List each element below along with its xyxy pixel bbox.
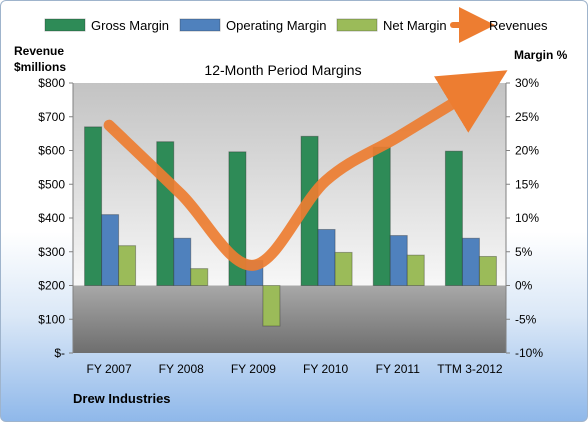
bar-gross-margin (444, 150, 463, 286)
bar-operating-margin (101, 214, 120, 286)
bar-net-margin (118, 245, 137, 287)
right-tick-label: -5% (515, 312, 537, 326)
x-tick-label: TTM 3-2012 (437, 362, 503, 376)
bar-operating-margin (173, 237, 192, 286)
chart-title: 12-Month Period Margins (204, 62, 361, 78)
x-tick-label: FY 2007 (87, 362, 132, 376)
x-tick-label: FY 2011 (376, 362, 421, 376)
right-tick-label: 15% (515, 177, 539, 191)
x-tick-label: FY 2009 (231, 362, 276, 376)
right-tick-label: 20% (515, 144, 539, 158)
right-tick-label: 25% (515, 110, 539, 124)
bar-gross-margin (84, 126, 103, 286)
negative-band (73, 285, 506, 353)
legend-swatch-net-margin (336, 18, 378, 32)
bar-net-margin (334, 251, 353, 287)
left-tick-label: $700 (38, 110, 65, 124)
right-tick-label: 5% (515, 245, 533, 259)
left-tick-label: $300 (38, 245, 65, 259)
left-tick-label: $500 (38, 177, 65, 191)
bar-net-margin (262, 285, 281, 327)
left-tick-label: $200 (38, 279, 65, 293)
legend-swatch-gross-margin (44, 18, 86, 32)
right-tick-label: 10% (515, 211, 539, 225)
legend-label: Revenues (489, 18, 548, 33)
left-tick-label: $800 (38, 76, 65, 90)
left-tick-label: $400 (38, 211, 65, 225)
right-axis-title: Margin % (514, 48, 568, 62)
left-tick-label: $600 (38, 144, 65, 158)
legend: Gross Margin Operating Margin Net Margin Re… (44, 7, 548, 43)
legend-label: Operating Margin (226, 18, 326, 33)
left-axis-title-line1: Revenue (14, 44, 64, 58)
bar-net-margin (406, 254, 425, 286)
company-name: Drew Industries (73, 391, 171, 406)
x-tick-label: FY 2008 (159, 362, 204, 376)
bar-operating-margin (461, 237, 480, 286)
x-tick-label: FY 2010 (303, 362, 348, 376)
bar-net-margin (478, 255, 497, 287)
left-tick-label: $100 (38, 312, 65, 326)
bar-operating-margin (317, 228, 336, 287)
bar-operating-margin (389, 235, 408, 287)
right-tick-label: 30% (515, 76, 539, 90)
left-axis-title-line2: $millions (14, 60, 66, 74)
legend-label: Gross Margin (91, 18, 169, 33)
revenue-line (103, 70, 508, 271)
right-tick-label: -10% (515, 346, 543, 360)
bar-gross-margin (156, 141, 175, 286)
left-tick-label: $- (54, 346, 65, 360)
legend-label: Net Margin (383, 18, 447, 33)
legend-swatch-operating-margin (179, 18, 221, 32)
bar-gross-margin (372, 146, 391, 286)
plot-area: $- $100 $200 $300 $400 $500 $600 $700 $800 -10% -5… (38, 70, 543, 376)
bar-net-margin (190, 268, 209, 286)
right-tick-label: 0% (515, 279, 533, 293)
